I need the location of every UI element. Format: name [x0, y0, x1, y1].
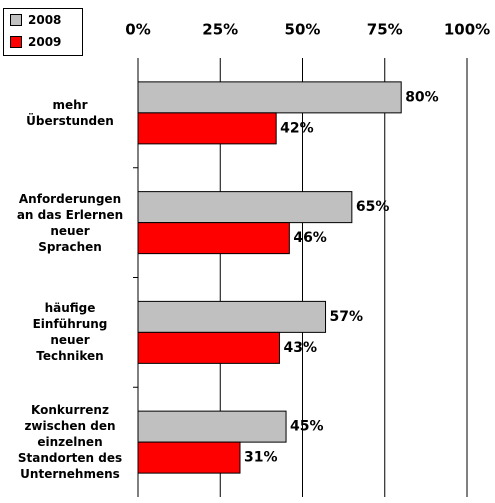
- y-tick-label: Anforderungen an das Erlernen neuer Spra…: [16, 191, 124, 254]
- bar: [137, 441, 241, 474]
- value-label: 43%: [283, 340, 317, 356]
- value-label: 42%: [280, 120, 314, 136]
- bar: [137, 410, 287, 443]
- x-tick-label: 75%: [367, 21, 403, 39]
- legend-swatch: [10, 14, 22, 26]
- value-label: 46%: [293, 230, 327, 246]
- bar: [137, 191, 353, 224]
- value-label: 45%: [290, 419, 324, 435]
- y-tick-label: häufige Einführung neuer Techniken: [32, 301, 108, 364]
- bar: [137, 222, 290, 255]
- value-label: 65%: [356, 199, 390, 215]
- legend-label: 2009: [28, 35, 62, 49]
- x-tick-label: 0%: [125, 21, 150, 39]
- bar: [137, 81, 402, 114]
- value-label: 80%: [405, 89, 439, 105]
- legend-item: 2009: [4, 31, 82, 53]
- bar: [137, 112, 277, 145]
- bar: [137, 331, 280, 364]
- legend-label: 2008: [28, 13, 62, 27]
- y-tick-label: Konkurrenz zwischen den einzelnen Stando…: [17, 403, 123, 482]
- value-label: 31%: [244, 450, 278, 466]
- value-label: 57%: [330, 309, 364, 325]
- x-tick-label: 50%: [285, 21, 321, 39]
- x-tick-label: 100%: [444, 21, 490, 39]
- legend: 2008 2009: [3, 8, 83, 56]
- legend-item: 2008: [4, 9, 82, 31]
- legend-swatch: [10, 36, 22, 48]
- bar: [137, 300, 327, 333]
- y-tick-label: mehr Überstunden: [26, 97, 114, 128]
- x-tick-label: 25%: [202, 21, 238, 39]
